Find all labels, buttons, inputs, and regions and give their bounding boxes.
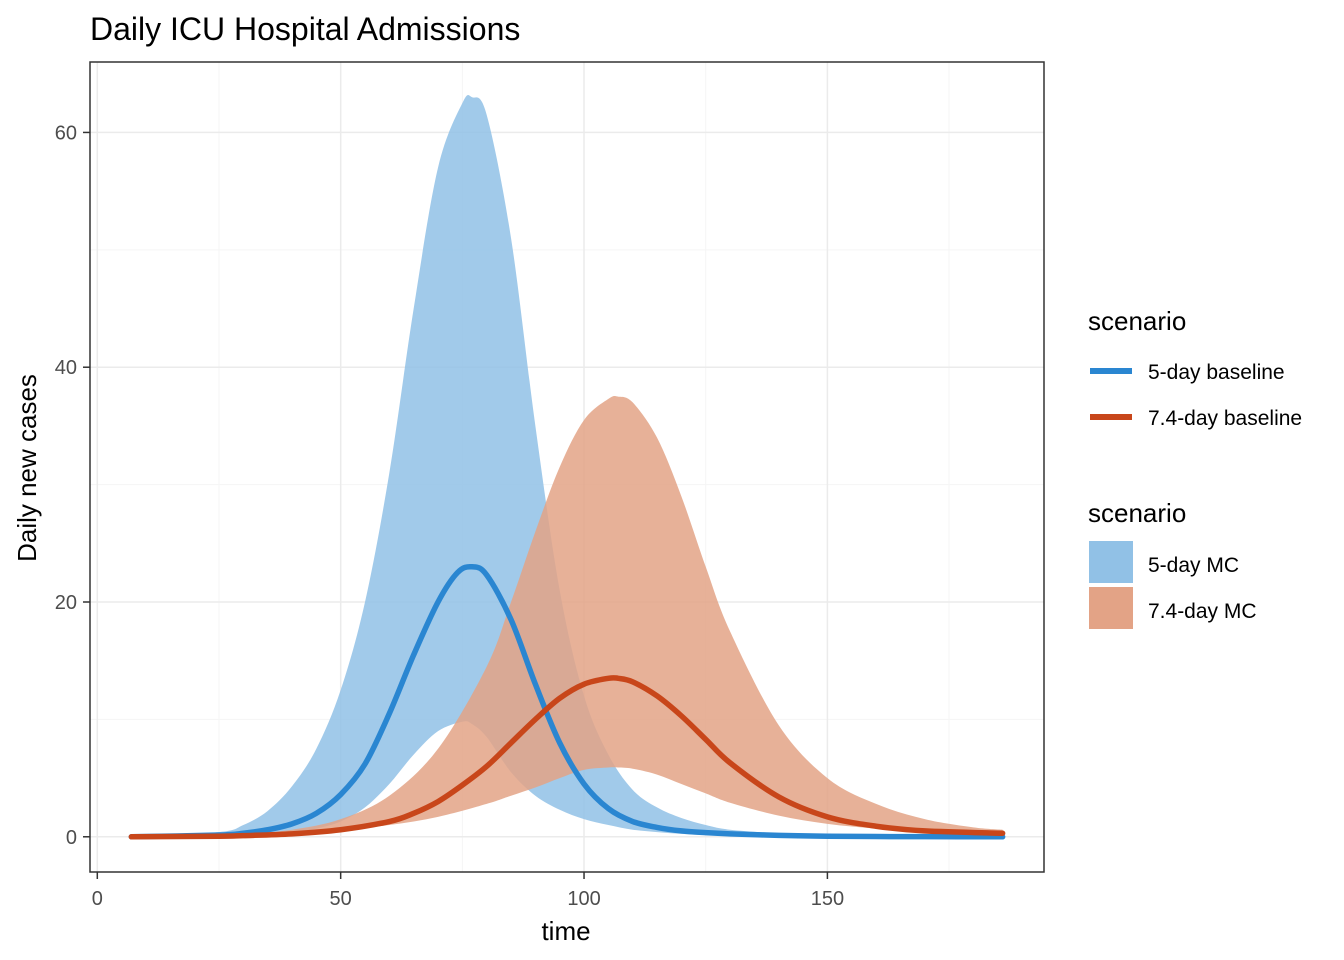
y-tick-label: 60 xyxy=(55,122,77,144)
baseline-lines xyxy=(128,563,1006,840)
y-tick-label: 0 xyxy=(66,827,77,849)
legend-label-5day-baseline: 5-day baseline xyxy=(1148,361,1285,384)
line-legend-title: scenario xyxy=(1088,306,1186,336)
x-axis-title: time xyxy=(541,916,590,946)
y-tick-label: 20 xyxy=(55,592,77,614)
legend-key-74day-mc xyxy=(1089,587,1133,629)
y-axis-title: Daily new cases xyxy=(12,374,42,562)
y-tick-label: 40 xyxy=(55,357,77,379)
plot-panel xyxy=(89,61,1045,873)
legend-key-5day-mc xyxy=(1089,541,1133,583)
legend: scenario 5-day baseline 7.4-day baseline… xyxy=(1088,306,1302,629)
confidence-bands xyxy=(131,94,1003,837)
line-5-day-baseline xyxy=(128,563,1006,840)
panel-border xyxy=(89,61,1045,873)
line-7-4-day-baseline xyxy=(128,674,1006,840)
x-tick-label: 0 xyxy=(92,888,103,910)
chart-title: Daily ICU Hospital Admissions xyxy=(90,11,520,47)
band-legend-title: scenario xyxy=(1088,498,1186,528)
legend-label-5day-mc: 5-day MC xyxy=(1148,554,1239,577)
band-7-4-day-mc xyxy=(131,396,1003,837)
x-axis: 0 50 100 150 xyxy=(92,872,844,910)
legend-label-74day-mc: 7.4-day MC xyxy=(1148,600,1257,623)
x-tick-label: 100 xyxy=(567,888,600,910)
legend-label-74day-baseline: 7.4-day baseline xyxy=(1148,407,1302,430)
x-tick-label: 50 xyxy=(330,888,352,910)
y-axis: 0 20 40 60 xyxy=(55,122,90,849)
x-tick-label: 150 xyxy=(811,888,844,910)
